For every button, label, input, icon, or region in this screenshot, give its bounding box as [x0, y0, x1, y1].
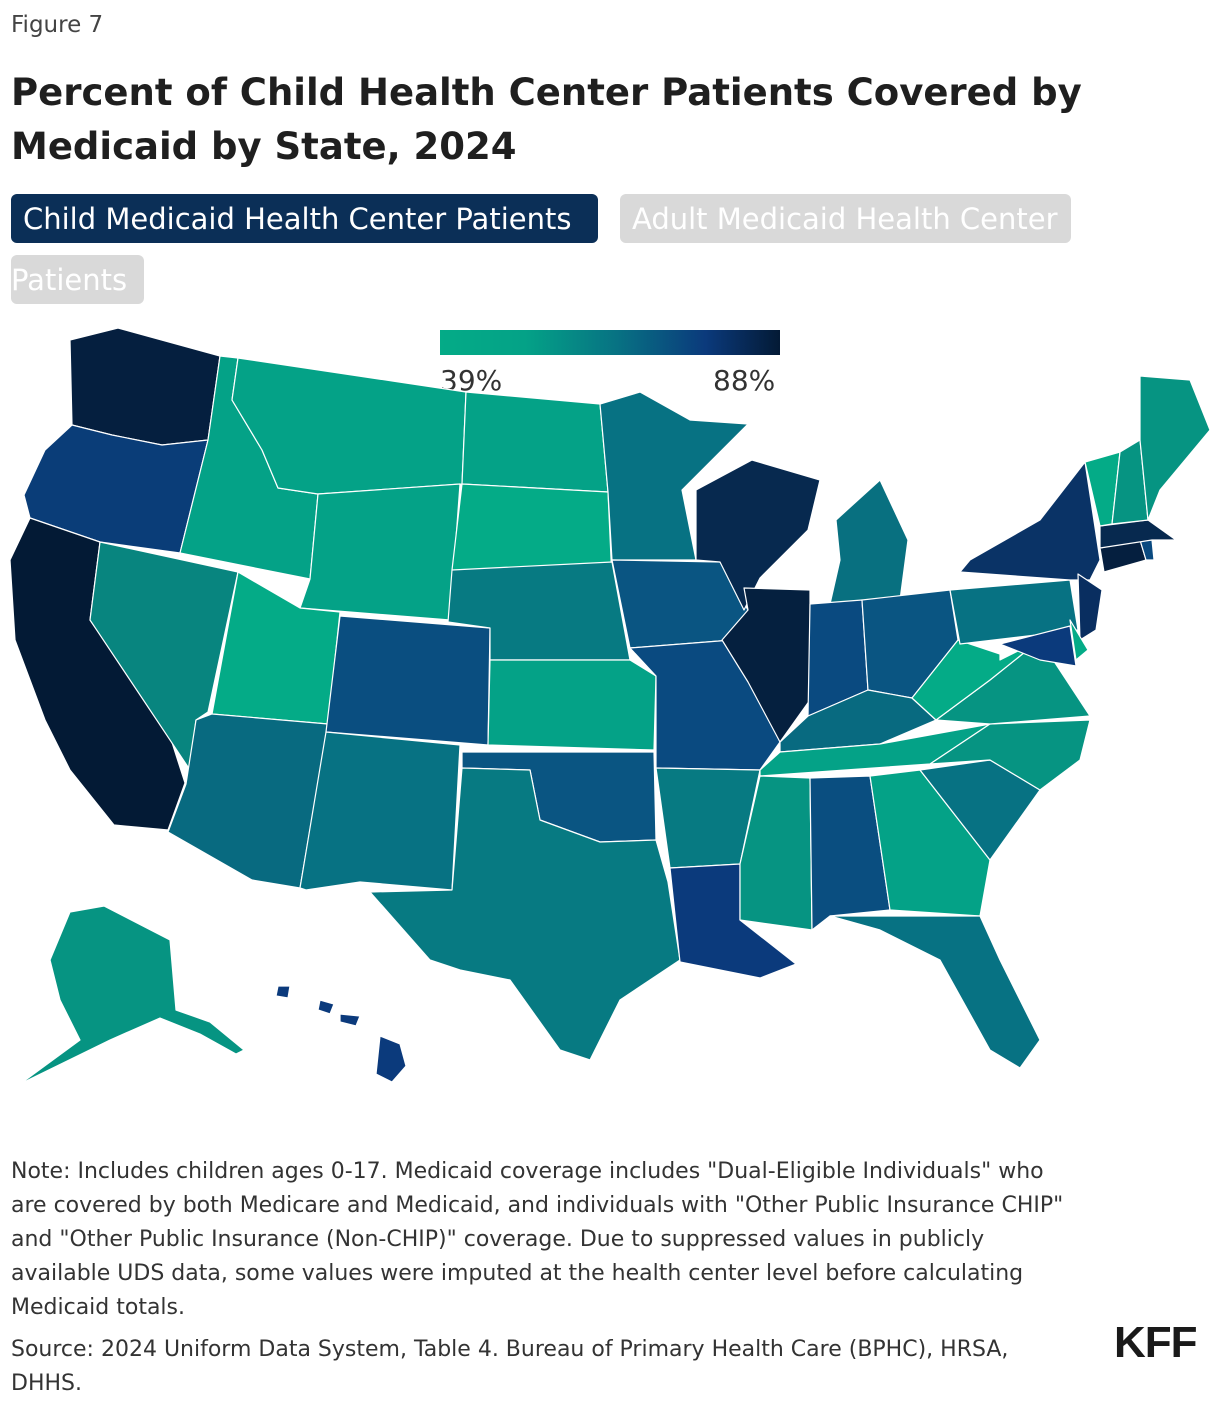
kff-logo: KFF: [1114, 1318, 1198, 1367]
state-wi[interactable]: [695, 459, 821, 611]
state-ak[interactable]: [19, 905, 245, 1085]
chart-note: Note: Includes children ages 0-17. Medic…: [11, 1159, 1064, 1320]
view-toggle: Child Medicaid Health Center Patients Ad…: [11, 194, 1081, 306]
state-fl[interactable]: [829, 915, 1041, 1069]
state-ms[interactable]: [739, 775, 813, 931]
state-or[interactable]: [23, 424, 209, 554]
state-md[interactable]: [999, 625, 1077, 667]
chart-title: Percent of Child Health Center Patients …: [11, 71, 1082, 168]
state-nd[interactable]: [461, 391, 609, 493]
figure-label: Figure 7: [11, 12, 104, 38]
state-wa[interactable]: [69, 327, 221, 446]
chart-source: Source: 2024 Uniform Data System, Table …: [11, 1337, 1009, 1396]
state-me[interactable]: [1139, 375, 1211, 521]
state-ks[interactable]: [487, 659, 657, 751]
state-co[interactable]: [325, 615, 491, 746]
state-ny[interactable]: [959, 461, 1101, 581]
legend-max-label: 88%: [713, 364, 776, 397]
state-tx[interactable]: [369, 767, 681, 1061]
state-de[interactable]: [1069, 619, 1089, 661]
state-nj[interactable]: [1077, 573, 1103, 641]
state-pa[interactable]: [949, 579, 1079, 645]
state-wy[interactable]: [299, 483, 461, 621]
state-nm[interactable]: [299, 731, 461, 891]
state-mi[interactable]: [829, 479, 909, 605]
state-hi[interactable]: [275, 985, 407, 1083]
state-mn[interactable]: [599, 391, 749, 561]
color-scale-legend: [440, 330, 780, 355]
state-ga[interactable]: [869, 769, 991, 917]
tab-adult-medicaid[interactable]: Adult Medicaid Health Center: [620, 194, 1071, 243]
tab-child-medicaid[interactable]: Child Medicaid Health Center Patients: [11, 194, 598, 243]
state-al[interactable]: [809, 775, 891, 931]
us-state-map: [9, 327, 1211, 1085]
tab-adult-medicaid-continued[interactable]: Patients: [11, 255, 144, 304]
